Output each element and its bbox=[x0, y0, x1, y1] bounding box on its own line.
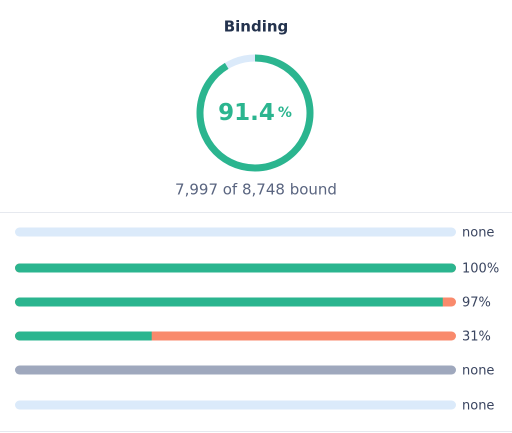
row-label: 31% bbox=[462, 330, 491, 345]
row-label: none bbox=[462, 364, 494, 379]
row-label: none bbox=[462, 226, 494, 241]
summary: 7,997 of 8,748 bound bbox=[175, 181, 337, 199]
row-label: none bbox=[462, 399, 494, 414]
bar-fill bbox=[15, 297, 443, 307]
bar-empty bbox=[15, 365, 456, 375]
gauge-number: 91.4 bbox=[218, 100, 275, 126]
bar-empty bbox=[15, 227, 456, 237]
bar-empty bbox=[15, 400, 456, 410]
bar-fill bbox=[15, 263, 456, 273]
row-label: 97% bbox=[462, 296, 491, 311]
row-label: 100% bbox=[462, 262, 499, 277]
gauge-value: 91.4% bbox=[218, 100, 292, 126]
gauge-arc bbox=[196, 54, 314, 172]
panel-title: Binding bbox=[224, 18, 289, 36]
gauge-unit: % bbox=[278, 105, 292, 121]
bar-fill bbox=[15, 331, 152, 341]
